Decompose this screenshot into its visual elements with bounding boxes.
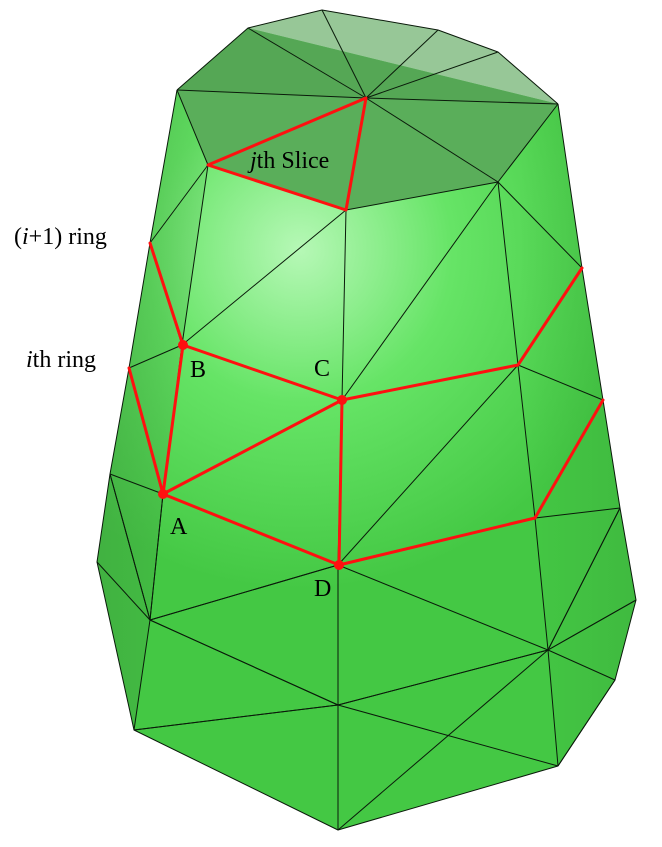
point-c-dot: [337, 395, 347, 405]
slice-label-var: j: [247, 148, 257, 174]
point-b-dot: [178, 340, 188, 350]
edge-a-c: [161, 398, 344, 496]
mesh-body: [97, 28, 636, 830]
point-c-label: C: [314, 356, 330, 382]
right-shade: [498, 104, 636, 766]
ring-next-var: i: [22, 224, 29, 250]
ring-i-var: i: [26, 347, 33, 373]
slice-triangle: [206, 96, 368, 212]
ring-next-label: (i+1) ring: [14, 224, 107, 250]
ring-next-text: +1) ring: [29, 224, 107, 250]
top-cap-far: [177, 10, 558, 104]
edge-a-b: [161, 343, 185, 496]
ring-i-text: th ring: [33, 347, 96, 373]
left-shade: [97, 90, 208, 730]
ring-next-open: (: [14, 224, 22, 250]
edge-c-d: [337, 398, 344, 567]
point-b-label: B: [190, 357, 206, 383]
point-d-dot: [334, 560, 344, 570]
ring-i-label: ith ring: [26, 347, 96, 373]
slice-label-text: th Slice: [257, 148, 330, 174]
point-a-dot: [158, 489, 168, 499]
point-d-label: D: [314, 576, 331, 602]
slice-label: jth Slice: [247, 148, 329, 174]
point-a-label: A: [170, 514, 188, 540]
